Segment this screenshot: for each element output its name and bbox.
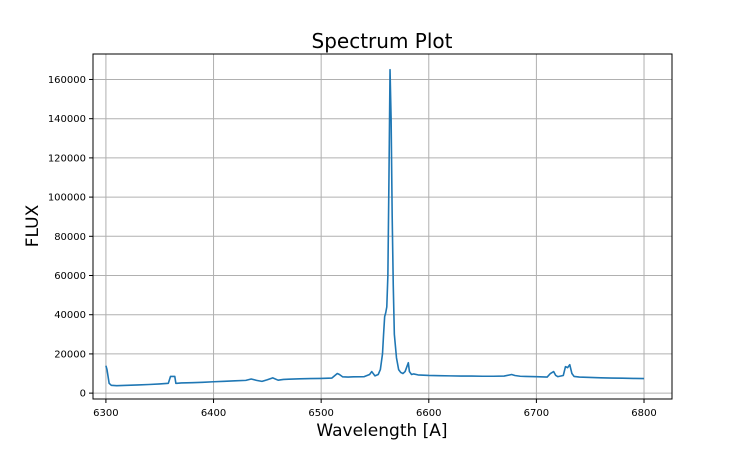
x-tick-label: 6400 xyxy=(201,408,226,419)
y-tick-label: 80000 xyxy=(54,232,86,243)
y-tick-label: 60000 xyxy=(54,271,86,282)
x-tick-label: 6700 xyxy=(524,408,549,419)
plot-area-frame xyxy=(92,53,673,400)
x-tick-label: 6600 xyxy=(416,408,441,419)
data-series xyxy=(105,68,645,387)
x-axis-title: Wavelength [A] xyxy=(316,421,447,441)
x-tick-label: 6800 xyxy=(631,408,656,419)
spectrum-line xyxy=(105,68,645,387)
y-tick-label: 0 xyxy=(80,389,86,400)
y-tick-label: 20000 xyxy=(54,349,86,360)
y-tick-label: 140000 xyxy=(48,114,86,125)
y-tick-label: 120000 xyxy=(48,153,86,164)
y-tick-label: 40000 xyxy=(54,310,86,321)
axis-ticks: 6300 6400 6500 6600 6700 6800 0 20000 40000 60000… xyxy=(48,75,657,419)
x-tick-label: 6500 xyxy=(308,408,333,419)
y-axis-title: FLUX xyxy=(23,204,43,247)
y-tick-label: 100000 xyxy=(48,193,86,204)
y-tick-label: 160000 xyxy=(48,75,86,86)
chart-title: Spectrum Plot xyxy=(312,29,453,53)
grid-lines xyxy=(93,54,672,399)
x-tick-label: 6300 xyxy=(93,408,118,419)
